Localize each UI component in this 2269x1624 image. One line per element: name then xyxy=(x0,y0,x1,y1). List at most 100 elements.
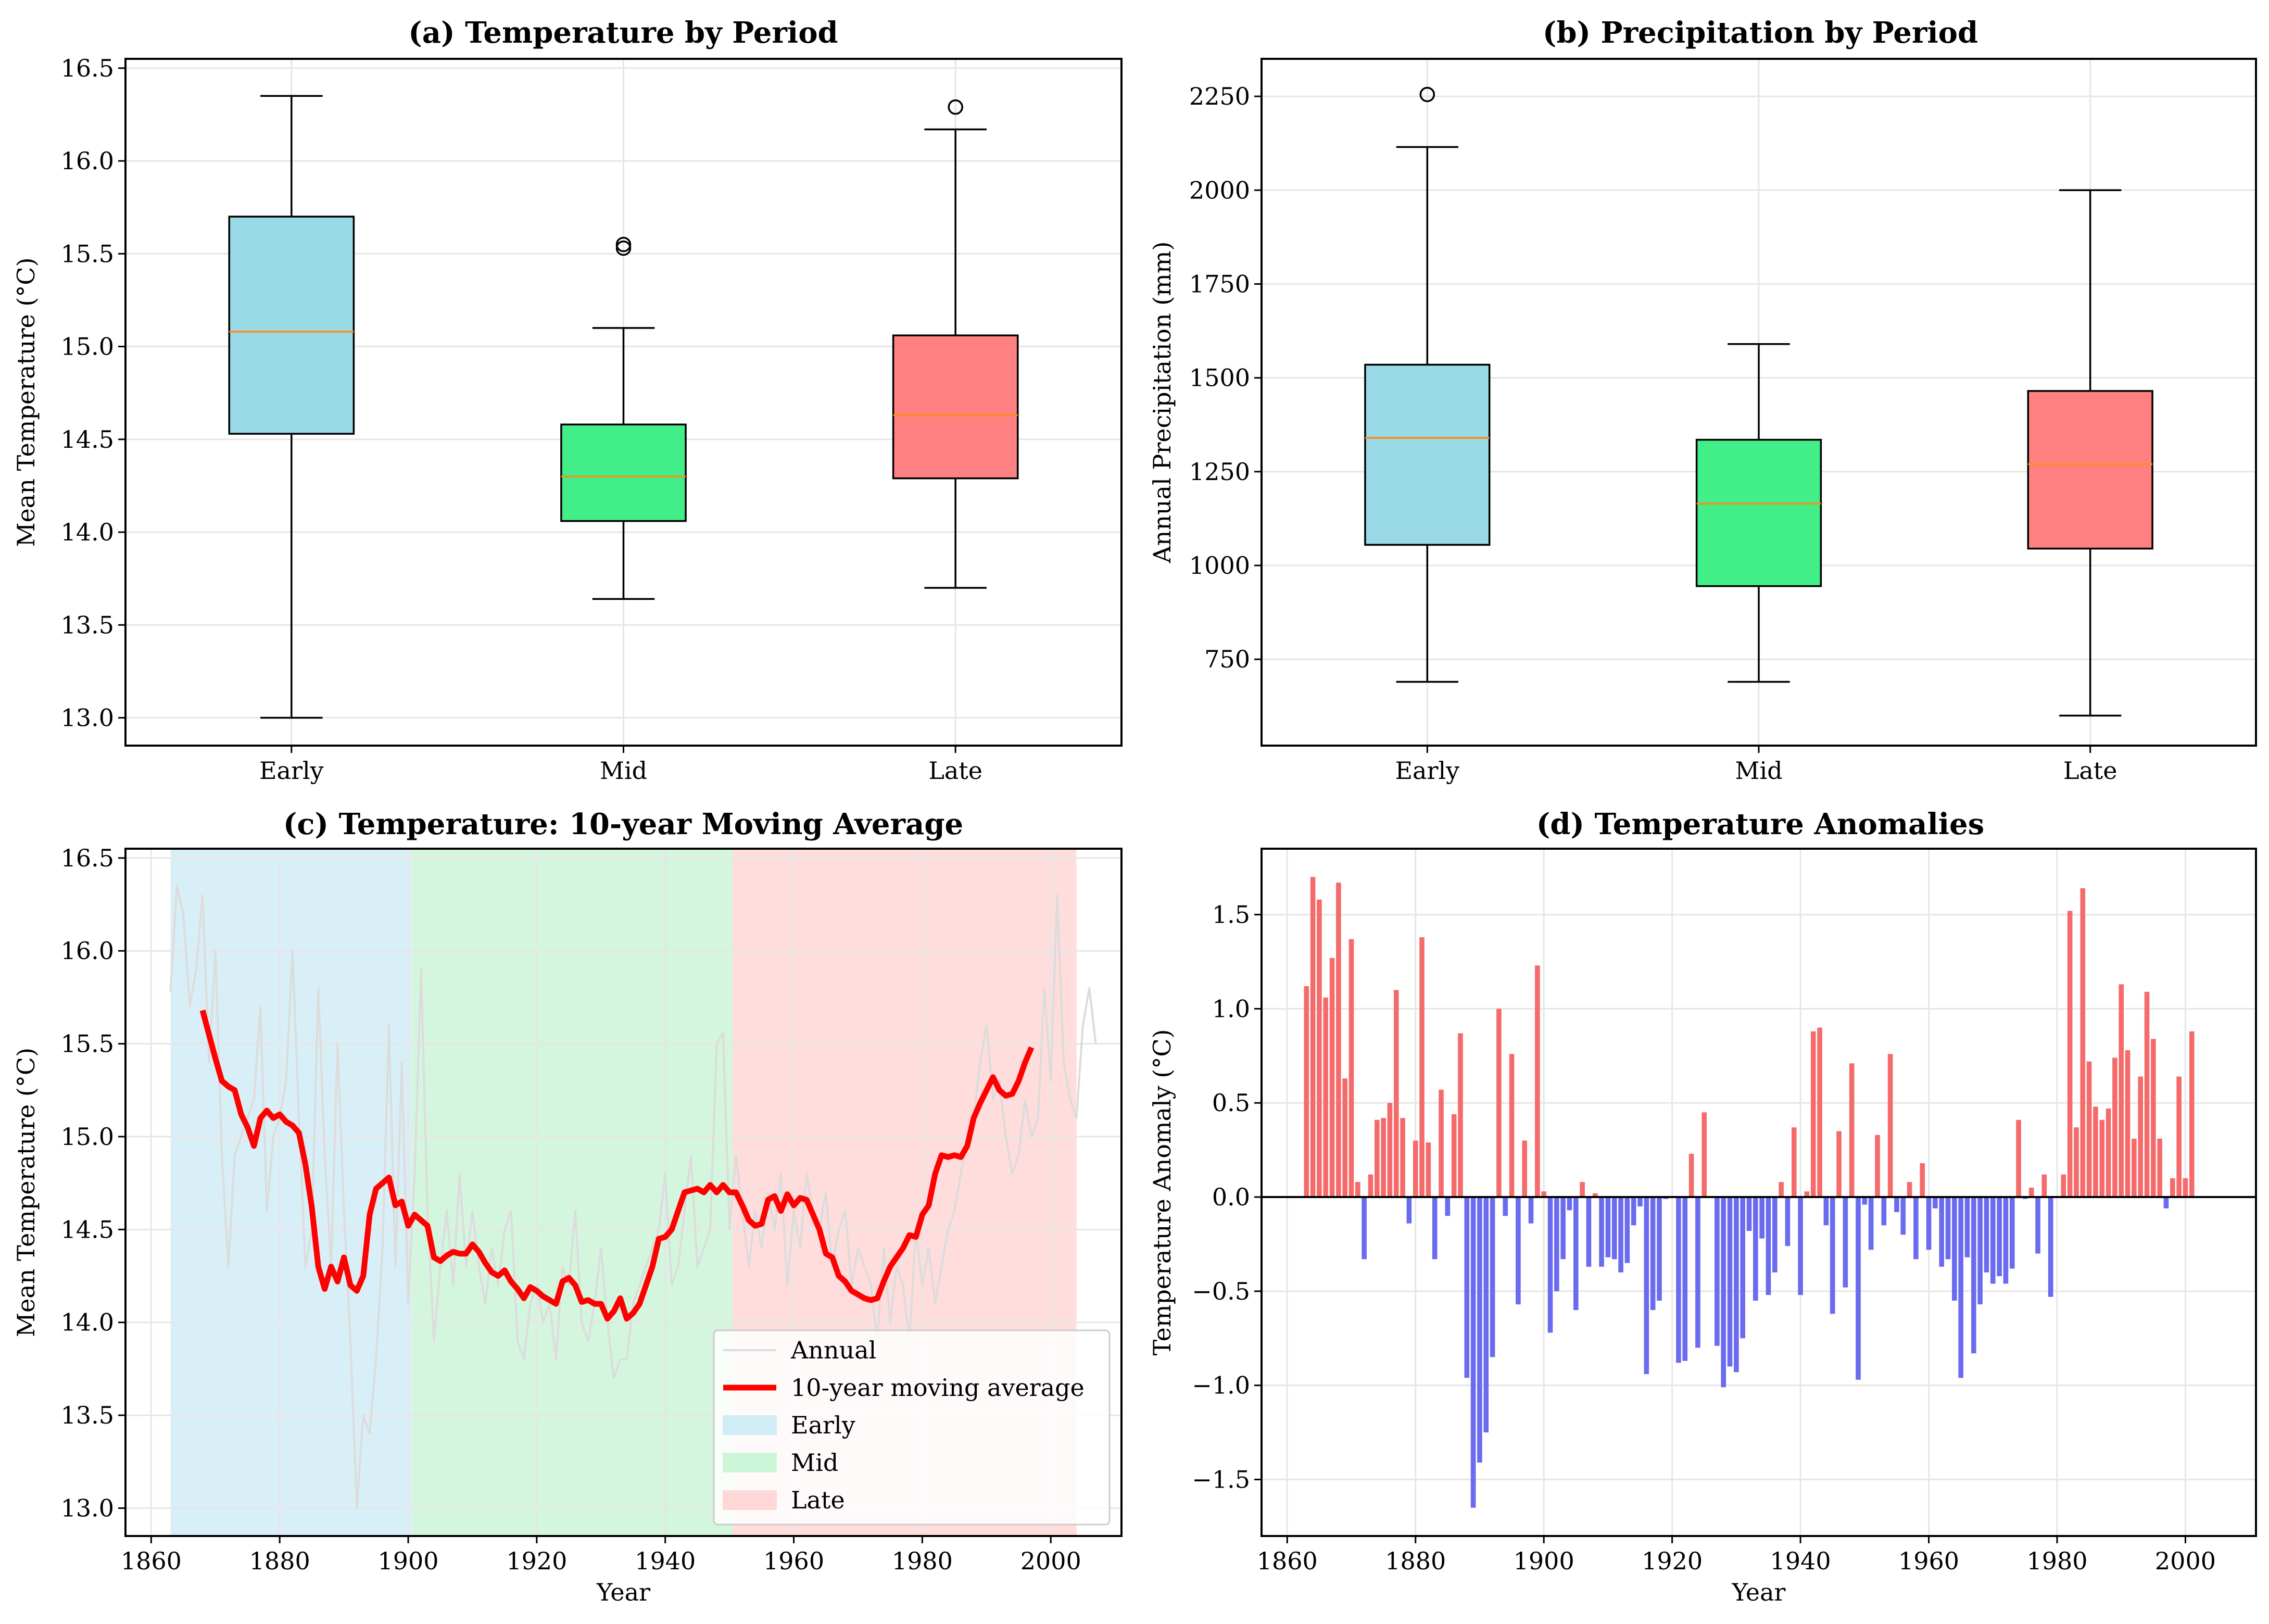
y-tick-label: 14.5 xyxy=(61,425,114,454)
y-tick-label: 750 xyxy=(1204,645,1250,673)
anomaly-bar xyxy=(1516,1197,1521,1305)
box-early xyxy=(228,95,355,719)
x-tick-label: Mid xyxy=(600,757,647,785)
anomaly-bar xyxy=(1843,1197,1848,1288)
axes-frame xyxy=(124,848,1123,1537)
anomaly-bar xyxy=(1785,1197,1791,1247)
anomaly-bar xyxy=(2041,1174,2047,1198)
anomaly-bar xyxy=(1605,1197,1611,1257)
anomaly-bar xyxy=(1650,1197,1656,1311)
anomaly-bar xyxy=(2125,1050,2131,1198)
anomaly-bar xyxy=(2176,1076,2182,1198)
anomaly-bar xyxy=(1458,1033,1463,1198)
anomaly-bar xyxy=(1310,877,1316,1198)
y-tick-label: 13.5 xyxy=(61,1401,114,1429)
y-axis-label: Mean Temperature (°C) xyxy=(12,257,40,547)
anomaly-bar xyxy=(1381,1118,1386,1198)
y-tick-label: 2250 xyxy=(1189,82,1250,110)
anomaly-bar xyxy=(1599,1197,1604,1267)
anomaly-bar xyxy=(2119,984,2124,1198)
anomaly-bar xyxy=(2093,1106,2098,1198)
outlier-point xyxy=(615,236,632,253)
anomaly-bar xyxy=(2028,1187,2034,1198)
anomaly-bar xyxy=(2080,888,2086,1198)
anomaly-bar xyxy=(1509,1054,1515,1198)
anomaly-bar xyxy=(2112,1058,2117,1198)
anomaly-bar xyxy=(1304,986,1309,1198)
y-tick-label: 1500 xyxy=(1189,364,1250,392)
x-tick-label: 1900 xyxy=(378,1547,439,1575)
anomaly-bar xyxy=(1644,1197,1649,1374)
anomaly-bar xyxy=(2099,1119,2105,1198)
x-tick-label: 1980 xyxy=(2026,1547,2087,1575)
anomaly-bar xyxy=(1907,1182,1912,1198)
anomaly-bar xyxy=(1766,1197,1771,1295)
anomaly-bar xyxy=(1753,1197,1758,1301)
y-tick-label: 14.0 xyxy=(61,518,114,546)
anomaly-bar xyxy=(1317,899,1322,1198)
anomaly-bar xyxy=(1336,883,1341,1198)
anomaly-bar xyxy=(1695,1197,1700,1348)
anomaly-bar xyxy=(1933,1197,1938,1208)
x-tick-label: Late xyxy=(928,757,982,785)
anomaly-bar xyxy=(1580,1182,1585,1198)
anomaly-bar xyxy=(1894,1197,1899,1212)
anomaly-bar xyxy=(1547,1197,1553,1333)
anomaly-bar xyxy=(1688,1153,1694,1198)
y-tick-label: 13.5 xyxy=(61,611,114,639)
anomaly-bar xyxy=(1971,1197,1976,1354)
legend-swatch-late xyxy=(723,1490,777,1510)
x-tick-label: 1940 xyxy=(635,1547,696,1575)
outlier-point xyxy=(1419,86,1435,103)
anomaly-bar xyxy=(1541,1191,1546,1198)
x-tick-label: 1860 xyxy=(1257,1547,1318,1575)
anomaly-bar xyxy=(1342,1078,1347,1198)
anomaly-bar xyxy=(1997,1197,2002,1276)
anomaly-bar xyxy=(1323,997,1329,1198)
y-tick-label: 0.0 xyxy=(1212,1183,1250,1211)
x-tick-label: 1860 xyxy=(121,1547,182,1575)
y-tick-label: 16.5 xyxy=(61,844,114,872)
anomaly-bar xyxy=(1875,1135,1880,1198)
moving-average-line xyxy=(199,1009,1035,1322)
anomaly-bar xyxy=(1592,1193,1598,1198)
anomaly-bar xyxy=(1445,1197,1451,1216)
anomaly-bar xyxy=(1483,1197,1489,1433)
legend-label: Early xyxy=(791,1411,855,1439)
anomaly-bar xyxy=(1945,1197,1951,1260)
anomaly-bar xyxy=(1400,1118,1405,1198)
anomaly-bar xyxy=(1393,990,1399,1198)
box-iqr xyxy=(892,334,1019,480)
axes-frame xyxy=(1260,848,2257,1537)
x-axis-label: Year xyxy=(1731,1578,1785,1606)
axes-frame xyxy=(1260,58,2257,747)
anomaly-bar xyxy=(1900,1197,1906,1235)
anomaly-bar xyxy=(1849,1063,1855,1198)
anomaly-bar xyxy=(1637,1197,1643,1207)
y-axis-label: Annual Precipitation (mm) xyxy=(1148,242,1176,564)
anomaly-bar xyxy=(1522,1140,1528,1198)
anomaly-bar xyxy=(1984,1197,1989,1273)
anomaly-bar xyxy=(1715,1197,1720,1346)
anomaly-bar xyxy=(1329,958,1335,1198)
anomaly-bar xyxy=(1426,1142,1431,1198)
anomaly-bar xyxy=(2138,1076,2143,1198)
anomaly-bar xyxy=(1964,1197,1970,1257)
y-tick-label: 1.0 xyxy=(1212,994,1250,1023)
anomaly-bar xyxy=(2151,1039,2156,1198)
anomaly-bar xyxy=(1958,1197,1963,1378)
anomaly-bar xyxy=(1887,1054,1893,1198)
anomaly-bar xyxy=(1727,1197,1733,1367)
x-tick-label: 1920 xyxy=(1642,1547,1703,1575)
box-early xyxy=(1364,86,1491,683)
legend-label: 10-year moving average xyxy=(791,1374,1085,1402)
x-tick-label: 2000 xyxy=(1020,1547,1081,1575)
panel-d-title: (d) Temperature Anomalies xyxy=(1536,807,1984,841)
x-tick-label: 1980 xyxy=(892,1547,953,1575)
legend-box xyxy=(713,1329,1111,1526)
anomaly-bar xyxy=(1740,1197,1745,1339)
anomaly-bar xyxy=(1836,1131,1842,1198)
anomaly-bar xyxy=(2157,1138,2162,1198)
anomaly-bar xyxy=(1939,1197,1944,1267)
